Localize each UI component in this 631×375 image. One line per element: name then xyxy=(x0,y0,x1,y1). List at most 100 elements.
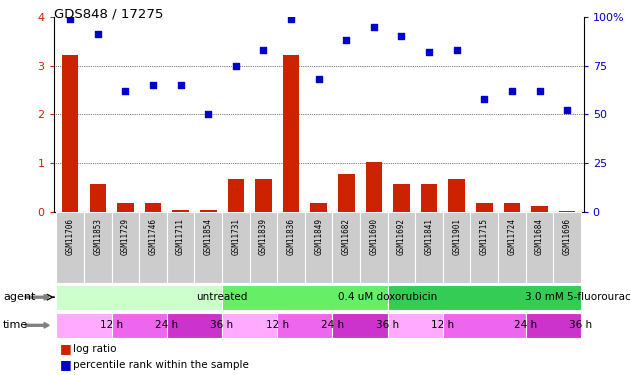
Bar xyxy=(338,174,355,212)
Bar xyxy=(387,313,443,338)
Text: percentile rank within the sample: percentile rank within the sample xyxy=(73,360,249,370)
Bar xyxy=(255,179,272,212)
Bar xyxy=(333,313,387,338)
Text: GSM11715: GSM11715 xyxy=(480,217,489,255)
Text: GSM11696: GSM11696 xyxy=(563,217,572,255)
Bar xyxy=(84,212,112,283)
Point xyxy=(203,111,213,117)
Text: 12 h: 12 h xyxy=(266,320,289,330)
Text: GSM11854: GSM11854 xyxy=(204,217,213,255)
Bar xyxy=(531,206,548,212)
Bar xyxy=(393,184,410,212)
Bar xyxy=(222,313,277,338)
Text: GSM11839: GSM11839 xyxy=(259,217,268,255)
Bar xyxy=(222,212,250,283)
Bar xyxy=(310,203,327,212)
Point xyxy=(175,82,186,88)
Text: GSM11841: GSM11841 xyxy=(425,217,433,255)
Bar xyxy=(559,211,575,212)
Text: log ratio: log ratio xyxy=(73,344,116,354)
Bar xyxy=(250,212,277,283)
Bar xyxy=(421,184,437,212)
Text: GSM11690: GSM11690 xyxy=(369,217,379,255)
Bar xyxy=(365,162,382,212)
Bar xyxy=(56,313,112,338)
Point xyxy=(231,63,241,69)
Bar xyxy=(387,212,415,283)
Text: GSM11682: GSM11682 xyxy=(342,217,351,255)
Text: 36 h: 36 h xyxy=(376,320,399,330)
Text: GSM11731: GSM11731 xyxy=(232,217,240,255)
Text: 3.0 mM 5-fluorouracil: 3.0 mM 5-fluorouracil xyxy=(525,292,631,302)
Point xyxy=(286,16,296,22)
Bar xyxy=(56,285,222,310)
Bar xyxy=(449,179,465,212)
Bar xyxy=(222,285,387,310)
Text: GDS848 / 17275: GDS848 / 17275 xyxy=(54,8,163,21)
Bar xyxy=(228,179,244,212)
Bar xyxy=(194,212,222,283)
Point xyxy=(148,82,158,88)
Point xyxy=(121,88,131,94)
Text: 12 h: 12 h xyxy=(100,320,123,330)
Point xyxy=(534,88,545,94)
Text: GSM11901: GSM11901 xyxy=(452,217,461,255)
Bar xyxy=(443,313,526,338)
Point xyxy=(562,108,572,114)
Bar xyxy=(62,55,78,212)
Text: 36 h: 36 h xyxy=(211,320,233,330)
Bar xyxy=(277,212,305,283)
Text: 0.4 uM doxorubicin: 0.4 uM doxorubicin xyxy=(338,292,437,302)
Bar xyxy=(443,212,471,283)
Text: GSM11724: GSM11724 xyxy=(507,217,516,255)
Bar xyxy=(333,212,360,283)
Text: GSM11746: GSM11746 xyxy=(148,217,158,255)
Point xyxy=(341,37,351,43)
Bar xyxy=(415,212,443,283)
Text: 24 h: 24 h xyxy=(155,320,179,330)
Bar xyxy=(172,210,189,212)
Bar xyxy=(526,212,553,283)
Bar xyxy=(144,203,162,212)
Point xyxy=(480,96,490,102)
Bar xyxy=(305,212,333,283)
Text: GSM11729: GSM11729 xyxy=(121,217,130,255)
Bar xyxy=(471,212,498,283)
Bar xyxy=(167,212,194,283)
Text: GSM11706: GSM11706 xyxy=(66,217,74,255)
Bar xyxy=(117,203,134,212)
Text: GSM11684: GSM11684 xyxy=(535,217,544,255)
Bar xyxy=(56,212,84,283)
Text: GSM11711: GSM11711 xyxy=(176,217,185,255)
Bar xyxy=(476,203,493,212)
Text: GSM11836: GSM11836 xyxy=(286,217,295,255)
Point xyxy=(65,16,75,22)
Bar xyxy=(360,212,387,283)
Text: untreated: untreated xyxy=(196,292,248,302)
Text: ■: ■ xyxy=(60,358,72,371)
Bar xyxy=(139,212,167,283)
Text: 24 h: 24 h xyxy=(514,320,537,330)
Point xyxy=(93,32,103,38)
Bar xyxy=(90,184,106,212)
Text: GSM11853: GSM11853 xyxy=(93,217,102,255)
Point xyxy=(507,88,517,94)
Point xyxy=(369,24,379,30)
Text: ■: ■ xyxy=(60,342,72,355)
Bar xyxy=(553,212,581,283)
Bar xyxy=(112,212,139,283)
Point xyxy=(396,33,406,39)
Point xyxy=(259,47,269,53)
Bar xyxy=(504,203,520,212)
Text: GSM11692: GSM11692 xyxy=(397,217,406,255)
Point xyxy=(424,49,434,55)
Bar xyxy=(526,313,581,338)
Text: GSM11849: GSM11849 xyxy=(314,217,323,255)
Bar xyxy=(167,313,222,338)
Bar xyxy=(387,285,581,310)
Bar xyxy=(277,313,333,338)
Text: time: time xyxy=(3,320,28,330)
Text: 12 h: 12 h xyxy=(432,320,454,330)
Bar xyxy=(498,212,526,283)
Bar xyxy=(112,313,167,338)
